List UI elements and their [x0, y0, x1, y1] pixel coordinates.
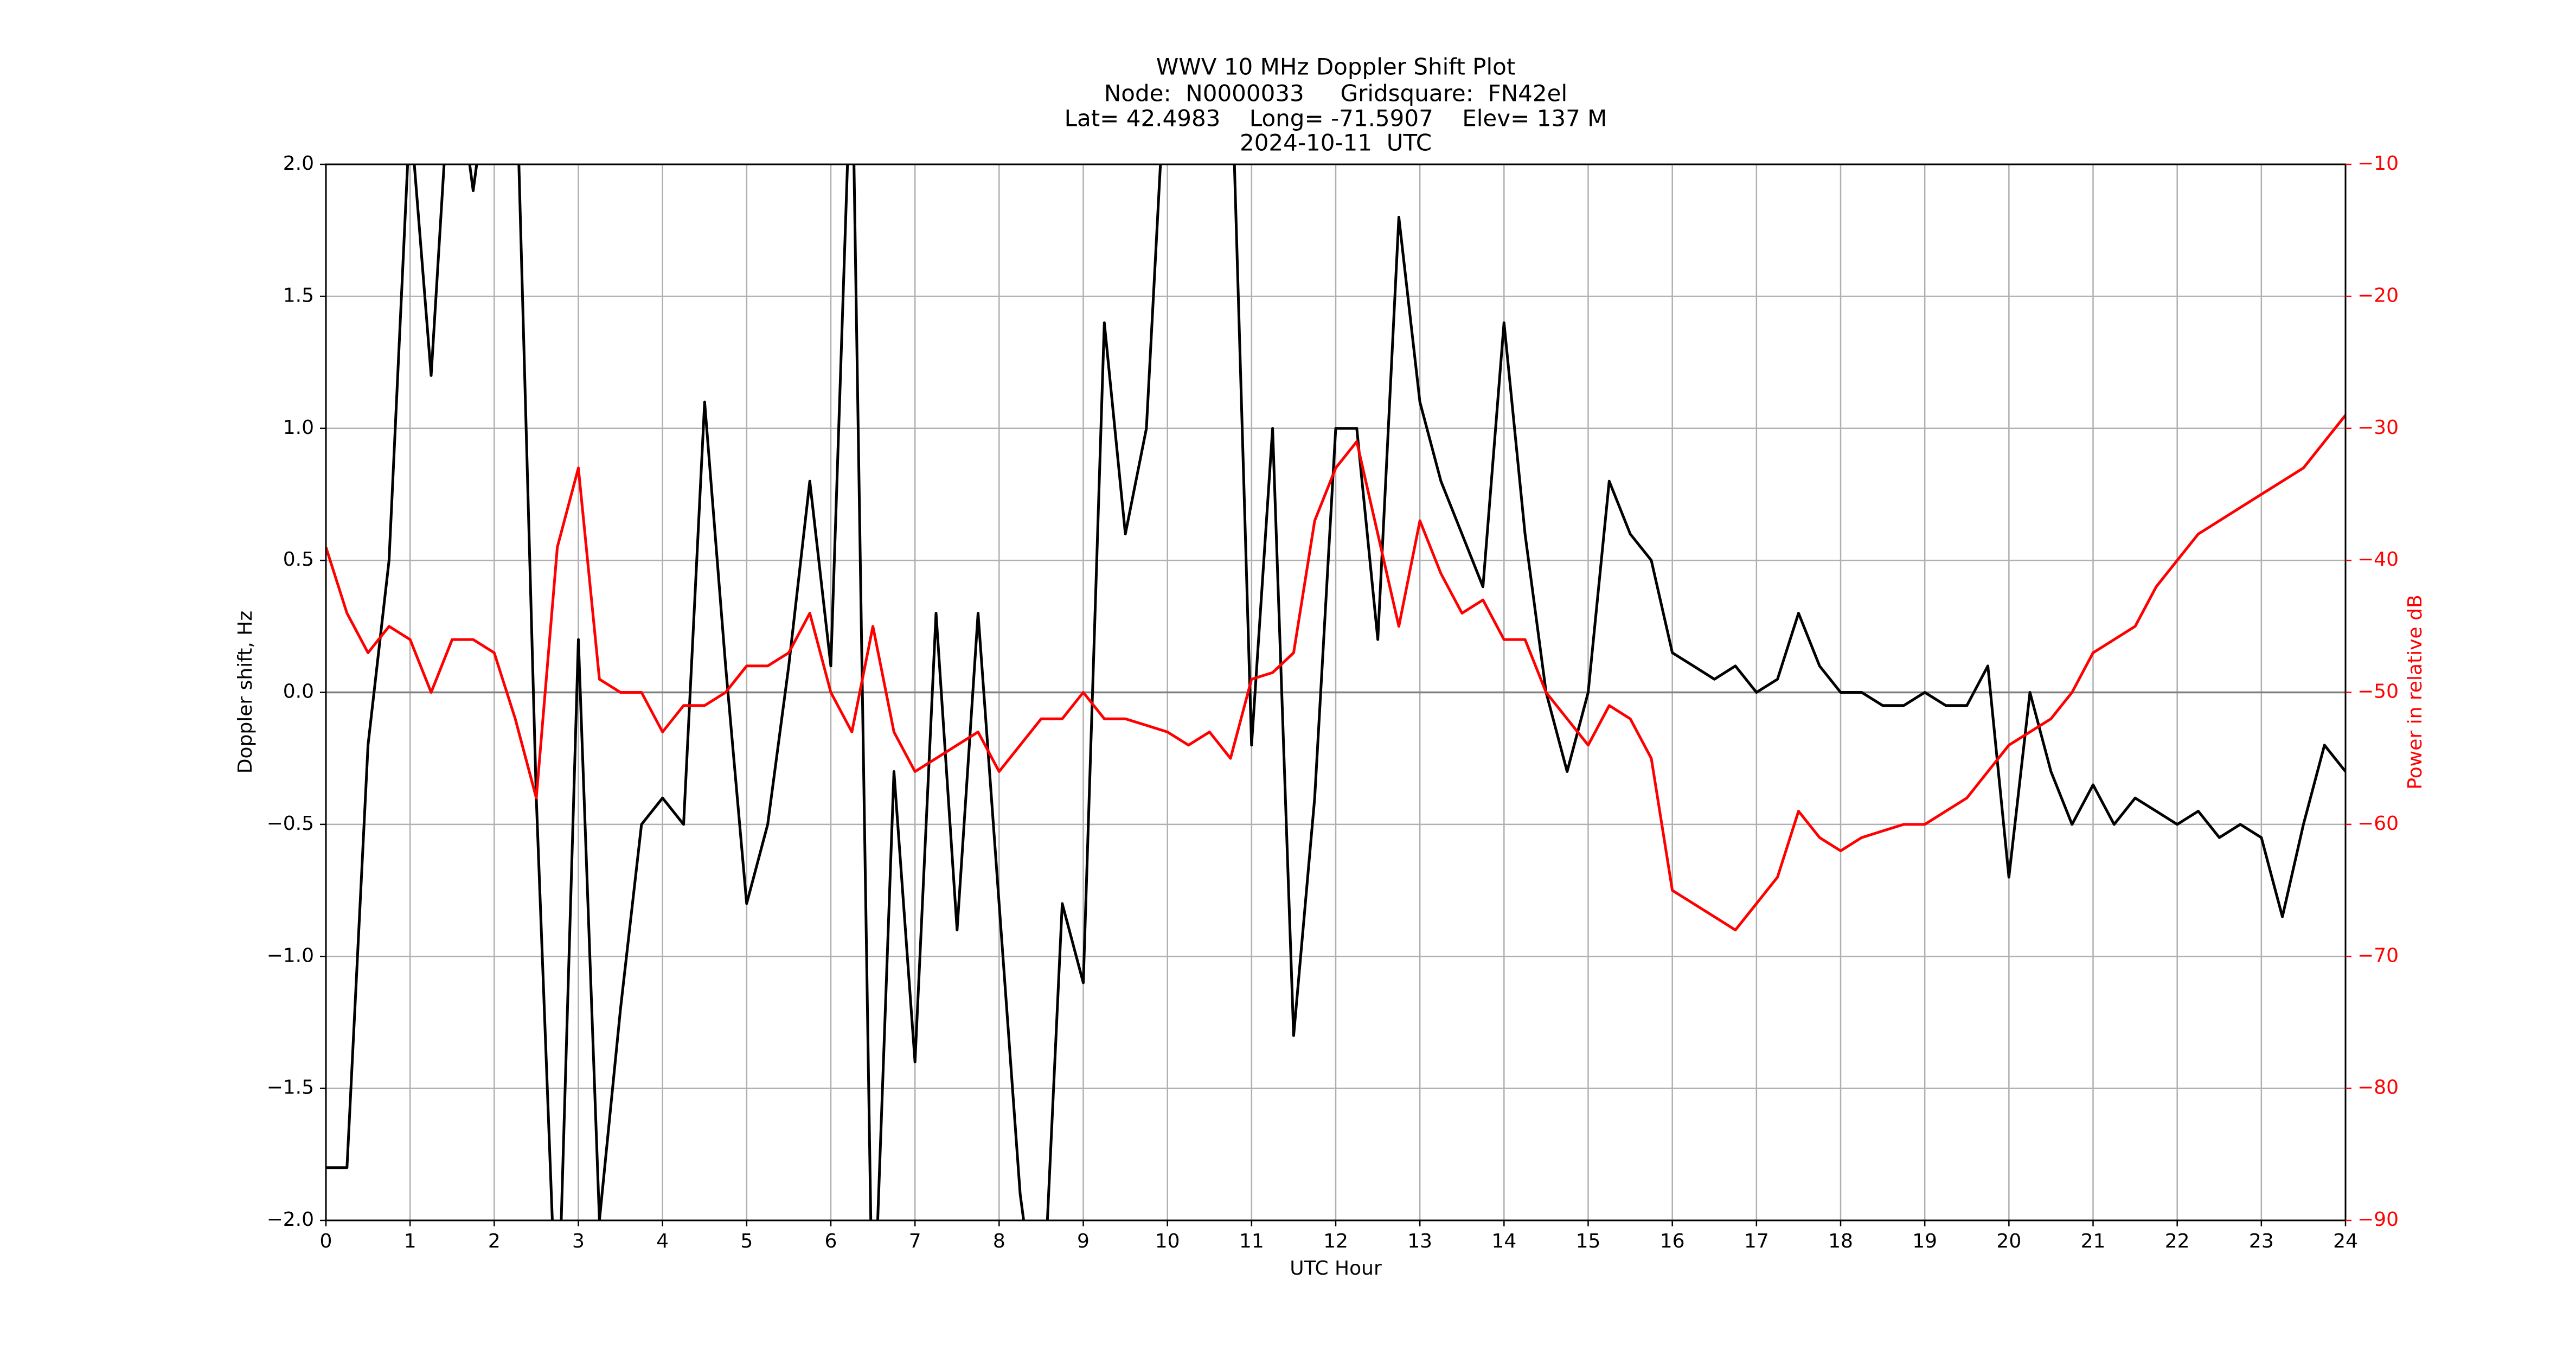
- ticks: 0 1 2 3 4 5 6 7 8 9 10 11 12 13 14 15 16 17 18 19 20 21 22 23 24…: [267, 152, 2399, 1252]
- y2-tick-label: −70: [2357, 944, 2399, 967]
- x-tick-label: 20: [1996, 1230, 2021, 1252]
- x-tick-label: 21: [2081, 1230, 2106, 1252]
- y2-tick-label: −50: [2357, 681, 2399, 703]
- y-tick-label: 1.0: [283, 417, 314, 439]
- y-tick-label: −1.0: [267, 944, 314, 967]
- y-tick-label: −2.0: [267, 1208, 314, 1231]
- y-tick-label: 1.5: [283, 284, 314, 306]
- x-tick-label: 0: [320, 1230, 332, 1252]
- x-tick-label: 4: [656, 1230, 669, 1252]
- x-tick-label: 3: [572, 1230, 585, 1252]
- y2-tick-label: −80: [2357, 1077, 2399, 1099]
- plot-area: [326, 164, 2346, 1220]
- y2-tick-label: −20: [2357, 284, 2399, 306]
- x-tick-label: 15: [1576, 1230, 1601, 1252]
- x-tick-label: 16: [1660, 1230, 1685, 1252]
- y2-axis-label: Power in relative dB: [2404, 594, 2426, 789]
- x-tick-label: 13: [1407, 1230, 1432, 1252]
- x-tick-label: 2: [488, 1230, 501, 1252]
- y-tick-label: 2.0: [283, 152, 314, 175]
- x-tick-label: 6: [825, 1230, 837, 1252]
- y-tick-label: 0.5: [283, 548, 314, 571]
- x-tick-label: 24: [2333, 1230, 2358, 1252]
- y2-tick-label: −10: [2357, 152, 2399, 175]
- data-line: [326, 164, 2346, 1220]
- x-tick-label: 12: [1323, 1230, 1348, 1252]
- y-axis-label: Doppler shift, Hz: [234, 611, 257, 773]
- x-tick-label: 9: [1077, 1230, 1090, 1252]
- y-tick-label: −0.5: [267, 813, 314, 835]
- x-tick-label: 22: [2165, 1230, 2190, 1252]
- x-tick-label: 23: [2249, 1230, 2274, 1252]
- x-tick-label: 17: [1744, 1230, 1769, 1252]
- y2-tick-label: −30: [2357, 417, 2399, 439]
- x-tick-label: 11: [1239, 1230, 1264, 1252]
- x-axis-label: UTC Hour: [1290, 1257, 1382, 1280]
- chart-title: WWV 10 MHz Doppler Shift Plot: [1156, 54, 1516, 80]
- y2-tick-label: −60: [2357, 813, 2399, 835]
- y-tick-label: 0.0: [283, 681, 314, 703]
- x-tick-label: 18: [1828, 1230, 1853, 1252]
- x-tick-label: 19: [1912, 1230, 1937, 1252]
- chart-subtitle: Lat= 42.4983 Long= -71.5907 Elev= 137 M: [1065, 105, 1607, 132]
- x-tick-label: 7: [909, 1230, 921, 1252]
- x-tick-label: 5: [740, 1230, 753, 1252]
- chart-subtitle: 2024-10-11 UTC: [1240, 130, 1432, 156]
- y2-tick-label: −90: [2357, 1208, 2399, 1231]
- data-line: [326, 414, 2346, 932]
- x-tick-label: 10: [1155, 1230, 1180, 1252]
- chart-subtitle: Node: N0000033 Gridsquare: FN42el: [1104, 80, 1567, 107]
- x-tick-label: 8: [993, 1230, 1005, 1252]
- x-tick-label: 14: [1491, 1230, 1516, 1252]
- y2-tick-label: −40: [2357, 548, 2399, 571]
- x-tick-label: 1: [404, 1230, 416, 1252]
- y-tick-label: −1.5: [267, 1077, 314, 1099]
